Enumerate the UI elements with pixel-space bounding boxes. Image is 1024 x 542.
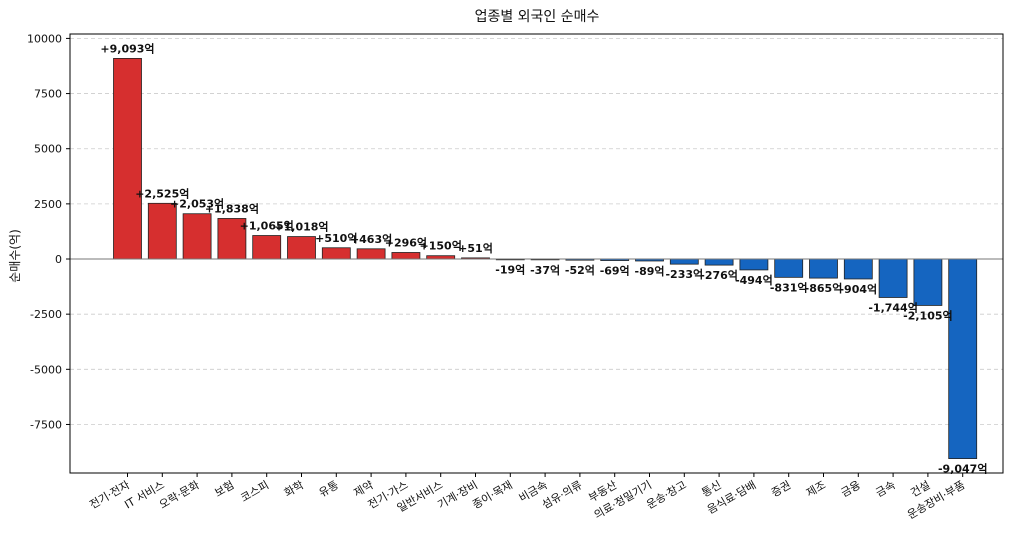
data-label: -494억 — [735, 274, 773, 287]
bar — [217, 218, 247, 260]
bar — [252, 235, 282, 260]
y-tick-label: -5000 — [30, 363, 62, 376]
data-label: -276억 — [700, 269, 738, 282]
data-label: -233억 — [665, 268, 703, 281]
data-label: -1,744억 — [868, 301, 917, 314]
bar — [774, 258, 804, 278]
bars — [113, 58, 978, 459]
y-tick-label: 5000 — [34, 143, 62, 156]
bar — [913, 258, 943, 306]
y-ticks: 10000 7500 5000 2500 0 -2500 -5000 -7500 — [27, 32, 70, 431]
x-tick-label: 제조 — [804, 478, 828, 499]
y-tick-label: -2500 — [30, 308, 62, 321]
chart-title: 업종별 외국인 순매수 — [475, 9, 600, 25]
data-label: +51억 — [458, 242, 493, 255]
bar — [391, 252, 421, 260]
data-label: -37억 — [530, 264, 560, 277]
data-label: +2,525억 — [135, 187, 189, 200]
bar — [704, 258, 734, 266]
data-label: -69억 — [600, 265, 630, 278]
bar — [113, 58, 142, 260]
y-tick-label: 0 — [55, 253, 62, 266]
data-label: -865억 — [805, 282, 843, 295]
bar — [182, 213, 212, 260]
bar — [878, 258, 908, 298]
data-label: +1,065억 — [240, 220, 294, 233]
x-tick-label: 코스피 — [238, 478, 271, 504]
data-label: -831억 — [770, 281, 808, 294]
x-tick-label: 증권 — [769, 478, 793, 499]
data-label: -2,105억 — [903, 309, 952, 322]
y-tick-label: 10000 — [27, 32, 62, 45]
data-label: -9,047억 — [938, 463, 987, 476]
bar — [321, 247, 351, 260]
bar — [147, 202, 177, 260]
data-label: +150억 — [420, 240, 462, 253]
x-tick-label: 종이·목재 — [470, 478, 515, 511]
x-tick-label: 운송·창고 — [644, 478, 689, 511]
bar — [948, 258, 978, 459]
data-label: +463억 — [350, 233, 392, 246]
data-label: -89억 — [635, 265, 665, 278]
bar — [669, 258, 699, 265]
y-tick-label: 7500 — [34, 88, 62, 101]
x-tick-label: 오락·문화 — [157, 478, 202, 511]
x-tick-label: 금속 — [874, 478, 898, 499]
x-tick-label: 금융 — [839, 478, 863, 499]
bar — [843, 258, 873, 280]
bar — [287, 236, 316, 260]
data-labels: +9,093억 +2,525억+2,053억+1,838억 +1,065억+1,01… — [100, 42, 987, 475]
y-axis-label: 순매수(억) — [8, 229, 22, 283]
data-label: +510억 — [315, 232, 357, 245]
data-label: -52억 — [565, 264, 595, 277]
x-tick-label: 유통 — [317, 478, 341, 499]
data-label: +1,018억 — [274, 221, 328, 234]
plot-frame — [69, 33, 1004, 474]
y-tick-label: 2500 — [34, 198, 62, 211]
data-label: -904억 — [839, 283, 877, 296]
x-tick-label: 보험 — [212, 478, 236, 499]
bar — [809, 258, 838, 279]
data-label: +2,053억 — [170, 198, 224, 211]
data-label: -19억 — [495, 263, 525, 276]
bar — [356, 248, 386, 260]
x-tick-label: 섬유·의류 — [540, 478, 585, 511]
data-label: +296억 — [385, 236, 427, 249]
x-tick-label: 화학 — [282, 478, 306, 499]
bar — [739, 258, 769, 271]
data-label: +9,093억 — [100, 42, 154, 55]
y-tick-label: -7500 — [30, 418, 62, 431]
data-label: +1,838억 — [205, 202, 259, 215]
